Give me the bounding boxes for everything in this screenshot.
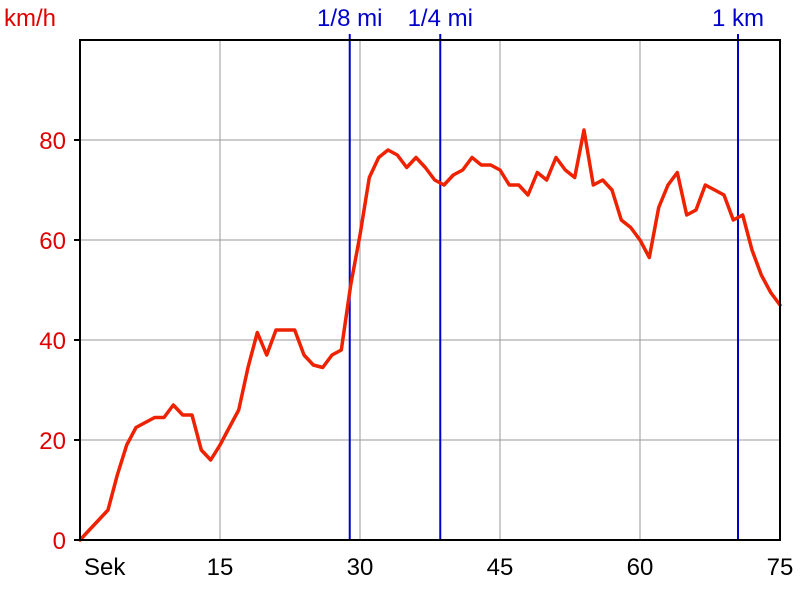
y-tick-label: 60: [39, 228, 66, 255]
x-tick-label: 30: [347, 554, 374, 581]
speed-series-line: [78, 128, 782, 542]
x-tick-label: 75: [767, 554, 794, 581]
y-tick-labels: 0 20 40 60 80: [39, 128, 80, 555]
distance-marker-label: 1/4 mi: [408, 5, 473, 32]
plot-frame: [79, 39, 781, 541]
x-tick-labels: 15 30 45 60 75: [207, 554, 794, 581]
x-tick-label: 60: [627, 554, 654, 581]
x-tick-label: 45: [487, 554, 514, 581]
series-layer: [78, 128, 782, 542]
distance-markers: 1/8 mi 1/4 mi 1 km: [317, 5, 764, 540]
x-tick-label: 15: [207, 554, 234, 581]
y-tick-label: 80: [39, 128, 66, 155]
y-tick-label: 0: [53, 528, 66, 555]
x-unit-label: Sek: [84, 554, 126, 581]
y-tick-label: 40: [39, 328, 66, 355]
y-unit-label: km/h: [4, 5, 56, 32]
distance-marker-label: 1 km: [712, 5, 764, 32]
y-tick-label: 20: [39, 428, 66, 455]
distance-marker-label: 1/8 mi: [317, 5, 382, 32]
grid: [80, 40, 780, 540]
